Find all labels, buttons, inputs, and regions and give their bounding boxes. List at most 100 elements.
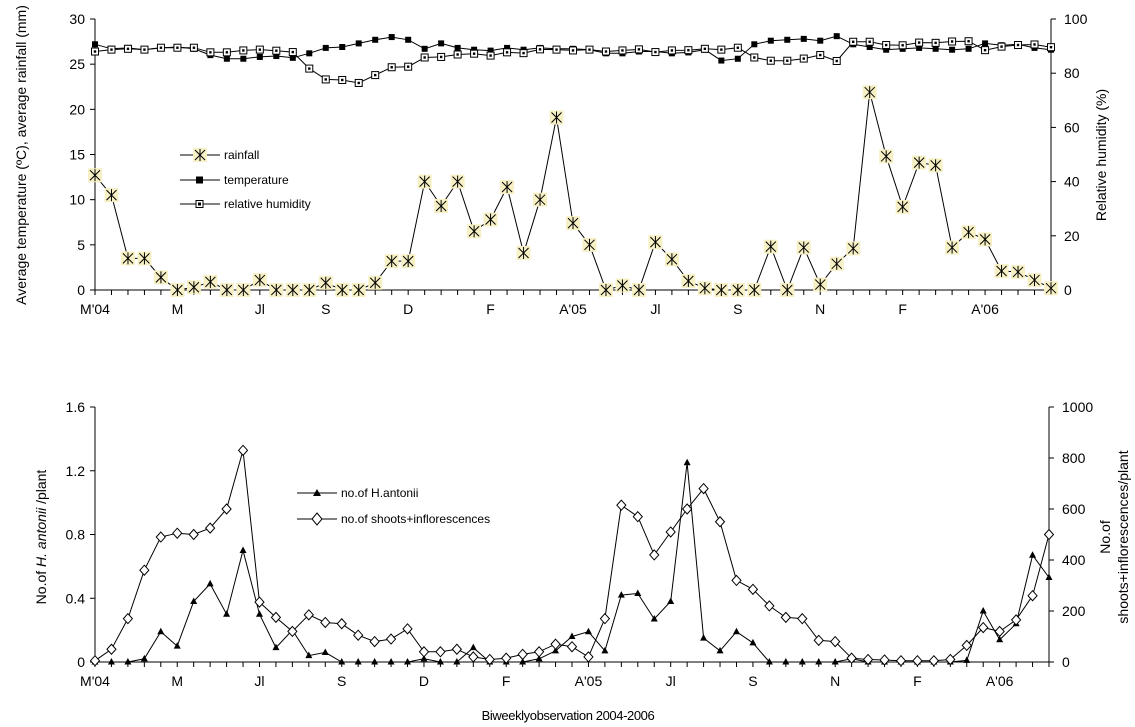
- top-relative-humidity-point: [849, 37, 858, 46]
- top-rainfall-point: [434, 198, 449, 213]
- bottom-no-of-h-antonii-point: [798, 658, 806, 665]
- bottom-no-of-shoots-inflorescences-point: [270, 611, 282, 624]
- bottom-no-of-shoots-inflorescences-point: [879, 654, 890, 666]
- top-rainfall-point: [203, 274, 218, 289]
- top-temperature-point: [405, 36, 412, 43]
- top-y-left-tick-label: 25: [69, 56, 85, 72]
- top-relative-humidity-point: [156, 43, 165, 52]
- bottom-no-of-shoots-inflorescences-point: [978, 621, 989, 634]
- bottom-no-of-shoots-inflorescences-point: [714, 516, 726, 528]
- legend-rainfall-star: [193, 148, 207, 162]
- top-rainfall-point: [730, 283, 745, 297]
- top-relative-humidity-point: [91, 47, 99, 56]
- bottom-no-of-h-antonii-point: [831, 658, 839, 665]
- bottom-no-of-h-antonii-point: [617, 591, 625, 598]
- top-temperature-point: [487, 47, 494, 54]
- top-relative-humidity-point: [140, 45, 149, 54]
- bottom-no-of-shoots-inflorescences-point: [254, 596, 265, 608]
- top-relative-humidity-point: [766, 56, 775, 65]
- top-temperature-point: [949, 46, 956, 53]
- top-x-tick-label: A'06: [971, 301, 999, 317]
- top-series: [88, 33, 1058, 297]
- top-rainfall-point: [829, 256, 844, 271]
- top-relative-humidity-point: [206, 48, 215, 57]
- bottom-no-of-shoots-inflorescences-point: [451, 643, 463, 655]
- top-rainfall-point: [384, 254, 399, 269]
- bottom-no-of-h-antonii-point: [420, 654, 428, 662]
- bottom-no-of-h-antonii-point: [552, 646, 560, 654]
- top-rainfall-point: [813, 277, 828, 292]
- top-relative-humidity-point: [585, 45, 594, 54]
- bottom-no-of-h-antonii-point: [765, 658, 773, 665]
- legend-relative-humidity: relative humidity: [224, 197, 311, 211]
- top-rainfall-point: [269, 283, 284, 297]
- top-relative-humidity-point: [305, 64, 314, 73]
- bottom-no-of-h-antonii-point: [255, 610, 263, 617]
- bottom-no-of-h-antonii-point: [190, 597, 198, 604]
- top-relative-humidity-point: [123, 44, 132, 53]
- bottom-no-of-shoots-inflorescences-point: [599, 612, 611, 625]
- bottom-no-of-h-antonii-point: [124, 658, 132, 665]
- bottom-no-of-h-antonii-point: [469, 643, 477, 651]
- top-rainfall-point: [566, 216, 580, 231]
- top-y-left-label: Average temperature (ºC), average rainfa…: [13, 5, 29, 305]
- top-rainfall-point: [928, 158, 943, 173]
- top-y-right-tick-label: 40: [1064, 174, 1080, 190]
- bottom-no-of-h-antonii-point: [749, 638, 757, 646]
- bottom-no-of-shoots-inflorescences-point: [402, 623, 413, 635]
- top-relative-humidity-point: [618, 46, 627, 55]
- bottom-x-tick-label: S: [337, 673, 346, 689]
- bottom-y-right-tick-label: 600: [1062, 501, 1086, 517]
- top-rainfall-point: [912, 155, 927, 170]
- top-relative-humidity-point: [519, 49, 528, 58]
- bottom-no-of-shoots-inflorescences-point: [912, 654, 923, 667]
- top-rainfall-point: [335, 283, 350, 297]
- bottom-y-right-tick-label: 1000: [1062, 399, 1093, 415]
- legend-shoots-marker: [311, 512, 323, 526]
- bottom-no-of-shoots-inflorescences-point: [566, 640, 578, 653]
- top-temperature-point: [718, 57, 725, 64]
- top-relative-humidity-point: [733, 43, 742, 52]
- top-x-tick-label: D: [403, 301, 413, 317]
- bottom-no-of-shoots-inflorescences-point: [435, 646, 446, 658]
- bottom-no-of-h-antonii-point: [782, 658, 790, 665]
- top-relative-humidity-point: [717, 45, 726, 54]
- bottom-no-of-h-antonii-point: [1029, 551, 1037, 558]
- top-y-right-tick-label: 0: [1064, 282, 1072, 298]
- top-y-left-tick-label: 0: [77, 282, 85, 298]
- top-x-tick-label: S: [321, 301, 330, 317]
- top-relative-humidity-point: [387, 63, 396, 72]
- top-relative-humidity-point: [799, 54, 808, 63]
- bottom-x-tick-label: A'06: [986, 673, 1014, 689]
- top-rainfall-point: [780, 283, 795, 297]
- bottom-no-of-h-antonii-point: [963, 656, 971, 663]
- bottom-y-left-tick-label: 0: [77, 654, 85, 670]
- bottom-y-left-tick-label: 1.6: [66, 399, 86, 415]
- bottom-no-of-shoots-inflorescences-point: [731, 574, 742, 587]
- top-temperature-point: [240, 55, 247, 62]
- bottom-no-of-shoots-inflorescences-point: [649, 549, 660, 561]
- top-relative-humidity-point: [1030, 40, 1039, 49]
- bottom-no-of-h-antonii-point: [453, 658, 461, 665]
- top-relative-humidity-point: [651, 48, 660, 57]
- top-y-right-tick-label: 60: [1064, 119, 1080, 135]
- top-rainfall-point: [978, 232, 993, 247]
- top-temperature-point: [982, 40, 989, 47]
- top-rainfall-point: [120, 251, 135, 266]
- bottom-x-tick-label: Jl: [254, 673, 264, 689]
- bottom-no-of-shoots-inflorescences-point: [501, 652, 512, 664]
- bottom-no-of-shoots-inflorescences-point: [846, 652, 857, 664]
- bottom-x-label: Biweeklyobservation 2004-2006: [482, 708, 655, 723]
- bottom-no-of-shoots-inflorescences-point: [813, 634, 824, 647]
- legend-temperature-marker: [196, 176, 203, 184]
- top-rainfall-point: [450, 174, 465, 189]
- top-relative-humidity-point: [486, 51, 495, 60]
- bottom-no-of-shoots-inflorescences-point: [632, 510, 643, 523]
- bottom-no-of-shoots-inflorescences-line: [94, 450, 1050, 662]
- top-y-right-tick-label: 80: [1064, 65, 1080, 81]
- top-relative-humidity-point: [503, 48, 512, 57]
- bottom-no-of-shoots-inflorescences-point: [320, 616, 331, 629]
- bottom-no-of-shoots-inflorescences-point: [287, 625, 298, 638]
- legend-antonii-marker: [313, 489, 321, 496]
- top-relative-humidity-point: [255, 45, 264, 54]
